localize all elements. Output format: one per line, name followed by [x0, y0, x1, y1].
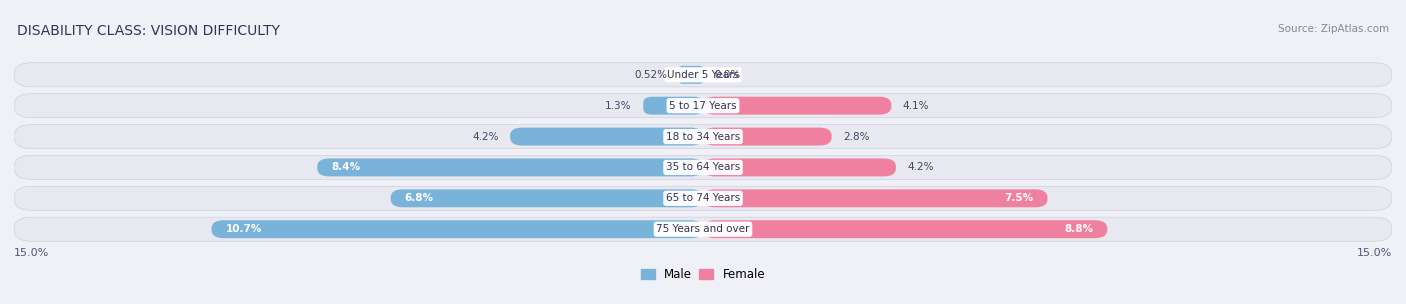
- FancyBboxPatch shape: [679, 66, 703, 84]
- FancyBboxPatch shape: [14, 217, 1392, 241]
- FancyBboxPatch shape: [14, 63, 1392, 87]
- Text: 35 to 64 Years: 35 to 64 Years: [666, 162, 740, 172]
- Text: 0.0%: 0.0%: [714, 70, 741, 80]
- FancyBboxPatch shape: [14, 125, 1392, 149]
- Text: 1.3%: 1.3%: [606, 101, 631, 111]
- Text: 0.52%: 0.52%: [634, 70, 668, 80]
- FancyBboxPatch shape: [14, 155, 1392, 179]
- Text: DISABILITY CLASS: VISION DIFFICULTY: DISABILITY CLASS: VISION DIFFICULTY: [17, 24, 280, 38]
- Text: Under 5 Years: Under 5 Years: [666, 70, 740, 80]
- FancyBboxPatch shape: [14, 94, 1392, 118]
- FancyBboxPatch shape: [211, 220, 703, 238]
- FancyBboxPatch shape: [318, 158, 703, 176]
- FancyBboxPatch shape: [391, 189, 703, 207]
- Text: 65 to 74 Years: 65 to 74 Years: [666, 193, 740, 203]
- FancyBboxPatch shape: [703, 220, 1107, 238]
- FancyBboxPatch shape: [644, 97, 703, 115]
- Text: 4.1%: 4.1%: [903, 101, 929, 111]
- Text: 4.2%: 4.2%: [472, 132, 499, 142]
- Text: 8.8%: 8.8%: [1064, 224, 1094, 234]
- FancyBboxPatch shape: [14, 186, 1392, 210]
- FancyBboxPatch shape: [703, 128, 831, 146]
- Text: 10.7%: 10.7%: [225, 224, 262, 234]
- Text: 2.8%: 2.8%: [844, 132, 869, 142]
- Text: 7.5%: 7.5%: [1004, 193, 1033, 203]
- Text: 75 Years and over: 75 Years and over: [657, 224, 749, 234]
- Text: 6.8%: 6.8%: [405, 193, 433, 203]
- FancyBboxPatch shape: [703, 189, 1047, 207]
- FancyBboxPatch shape: [703, 97, 891, 115]
- Text: 15.0%: 15.0%: [14, 248, 49, 258]
- Legend: Male, Female: Male, Female: [636, 264, 770, 286]
- FancyBboxPatch shape: [510, 128, 703, 146]
- FancyBboxPatch shape: [703, 158, 896, 176]
- Text: 4.2%: 4.2%: [907, 162, 934, 172]
- Text: 18 to 34 Years: 18 to 34 Years: [666, 132, 740, 142]
- Text: 5 to 17 Years: 5 to 17 Years: [669, 101, 737, 111]
- Text: 15.0%: 15.0%: [1357, 248, 1392, 258]
- Text: Source: ZipAtlas.com: Source: ZipAtlas.com: [1278, 24, 1389, 34]
- Text: 8.4%: 8.4%: [330, 162, 360, 172]
